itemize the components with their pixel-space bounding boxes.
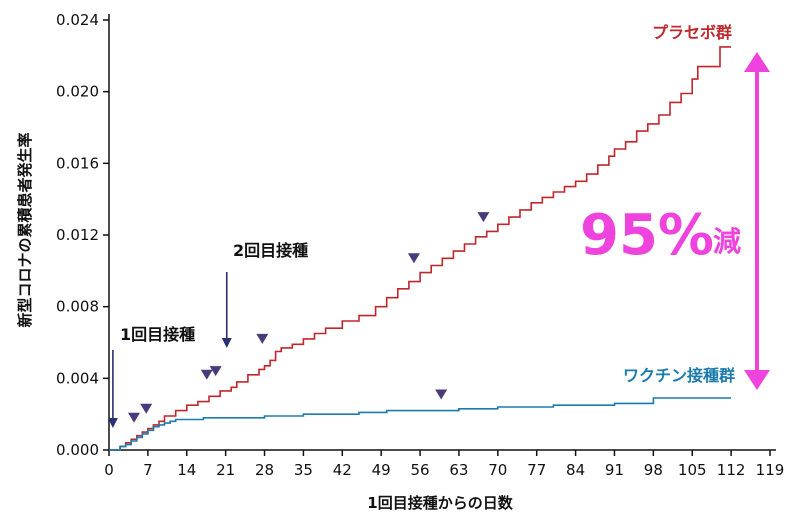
dose1-arrow [107, 350, 118, 428]
x-tick-label: 84 [566, 461, 585, 479]
ticks: 0.000 0.004 0.008 0.012 0.016 0.020 0.024 0 7 14 2… [56, 11, 784, 479]
x-tick-label: 7 [143, 461, 153, 479]
y-tick-label: 0.024 [56, 11, 99, 29]
x-tick-label: 42 [333, 461, 352, 479]
axes [108, 14, 776, 451]
x-tick-label: 119 [756, 461, 785, 479]
series-line-placebo [109, 46, 732, 451]
x-tick-label: 112 [717, 461, 746, 479]
event-markers [127, 212, 490, 423]
series-lines [109, 46, 732, 451]
x-tick-label: 35 [294, 461, 313, 479]
dose2-arrow [221, 272, 232, 348]
annotation-dose2-label: 2回目接種 [233, 241, 308, 260]
x-tick-label: 105 [678, 461, 707, 479]
y-axis-title: 新型コロナの累積患者発生率 [16, 132, 34, 327]
y-tick-label: 0.004 [56, 369, 99, 387]
event-marker [407, 253, 420, 264]
x-tick-label: 0 [104, 461, 114, 479]
y-tick-label: 0.000 [56, 441, 99, 459]
event-marker [477, 212, 490, 223]
x-tick-label: 56 [411, 461, 430, 479]
annotations [107, 272, 232, 428]
event-marker [140, 403, 153, 414]
y-tick-label: 0.008 [56, 298, 99, 316]
y-tick-label: 0.012 [56, 226, 99, 244]
series-label-vaccine: ワクチン接種群 [623, 366, 735, 385]
x-tick-label: 14 [177, 461, 196, 479]
x-tick-label: 70 [488, 461, 507, 479]
x-tick-label: 91 [605, 461, 624, 479]
x-tick-label: 49 [372, 461, 391, 479]
reduction-unit: 減 [713, 225, 741, 258]
event-marker [209, 366, 222, 377]
event-marker [256, 333, 269, 344]
x-tick-label: 21 [216, 461, 235, 479]
x-tick-label: 77 [527, 461, 546, 479]
x-axis-title: 1回目接種からの日数 [367, 494, 513, 512]
annotation-dose1-label: 1回目接種 [120, 325, 195, 344]
y-tick-label: 0.020 [56, 83, 99, 101]
x-tick-label: 98 [644, 461, 663, 479]
event-marker [200, 369, 213, 380]
reduction-value: 95% [580, 203, 714, 268]
series-line-vaccine [109, 397, 732, 451]
reduction-arrow [744, 52, 770, 390]
series-label-placebo: プラセボ群 [652, 23, 732, 42]
event-marker [127, 412, 140, 423]
y-tick-label: 0.016 [56, 154, 99, 172]
x-tick-label: 63 [449, 461, 468, 479]
x-tick-label: 28 [255, 461, 274, 479]
event-marker [435, 389, 448, 400]
